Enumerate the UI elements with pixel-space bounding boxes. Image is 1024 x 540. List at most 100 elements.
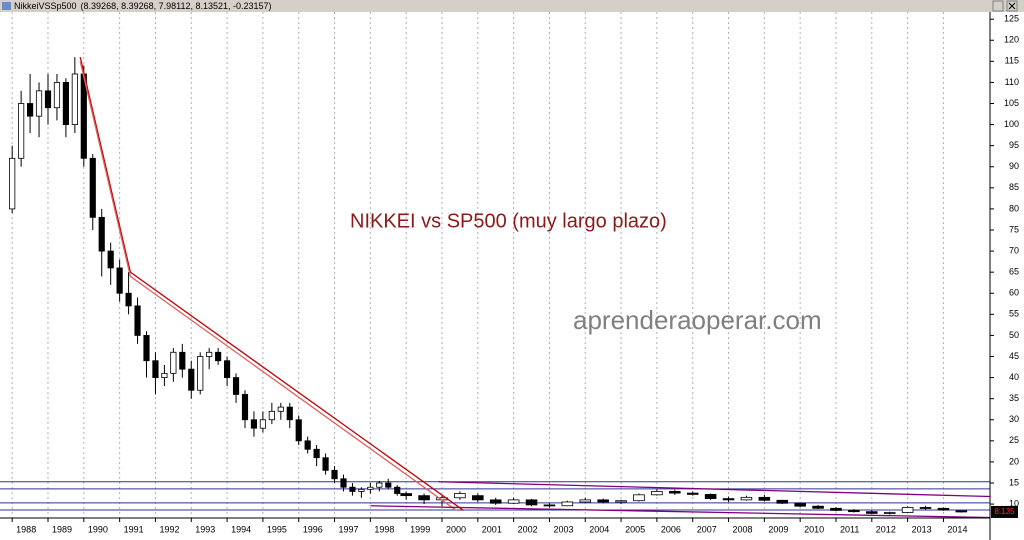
candle-body	[758, 496, 771, 501]
watermark: aprenderaoperar.com	[573, 305, 822, 335]
candle-body	[304, 440, 311, 450]
candle-body	[35, 90, 43, 117]
candle-body	[848, 510, 860, 513]
candle-body	[179, 351, 186, 370]
x-tick-label: 1991	[124, 524, 144, 534]
y-tick-label: 125	[1004, 14, 1019, 24]
candle-body	[367, 486, 374, 490]
candle-body	[107, 250, 114, 269]
candle-body	[651, 491, 663, 496]
trend-line	[370, 505, 990, 518]
candle-body	[349, 486, 356, 492]
readout: (8.39268, 8.39268, 7.98112, 8.13521, -0.…	[81, 1, 272, 11]
x-tick-label: 2011	[840, 524, 859, 534]
candle-body	[116, 267, 123, 294]
candle-body	[143, 335, 150, 362]
candle-body	[259, 419, 266, 429]
y-tick-label: 110	[1005, 77, 1019, 87]
x-tick-label: 2005	[625, 524, 645, 534]
x-tick-label: 2008	[733, 524, 753, 534]
y-tick-label: 80	[1009, 203, 1019, 213]
plot	[0, 12, 990, 518]
candle-body	[268, 410, 275, 421]
x-axis-area	[0, 518, 1024, 540]
candle-body	[385, 482, 392, 488]
candle-body	[543, 504, 556, 507]
candle-body	[686, 492, 699, 495]
candle-body	[615, 500, 627, 503]
candle-body	[340, 478, 347, 488]
title-bar	[0, 0, 1024, 12]
y-tick-label: 30	[1009, 414, 1019, 424]
x-tick-label: 2013	[912, 524, 932, 534]
candle-body	[883, 512, 896, 514]
close-icon	[1008, 2, 1016, 10]
candle-body	[358, 488, 365, 492]
x-tick-label: 1990	[88, 524, 108, 534]
candle-body	[472, 495, 484, 501]
x-tick-label: 2006	[661, 524, 681, 534]
candle-body	[188, 368, 195, 391]
x-tick-label: 2009	[768, 524, 788, 534]
candle-body	[27, 103, 34, 117]
y-tick-label: 55	[1009, 309, 1019, 319]
y-tick-label: 60	[1009, 288, 1019, 298]
candle-body	[561, 501, 574, 507]
y-tick-label: 90	[1009, 161, 1019, 171]
candle-body	[62, 82, 69, 125]
x-tick-label: 2007	[697, 524, 717, 534]
x-tick-label: 1995	[267, 524, 287, 534]
annotation-title: NIKKEI vs SP500 (muy largo plazo)	[350, 210, 667, 232]
y-tick-label: 15	[1009, 477, 1019, 487]
y-tick-label: 65	[1009, 267, 1019, 277]
x-tick-label: 1996	[303, 524, 323, 534]
candle-body	[161, 372, 168, 378]
candle-body	[866, 511, 878, 514]
y-tick-label: 10	[1009, 498, 1019, 508]
candle-body	[9, 157, 16, 210]
y-tick-label: 120	[1004, 35, 1019, 45]
candle-body	[830, 507, 842, 511]
x-tick-label: 2012	[876, 524, 896, 534]
y-tick-label: 85	[1009, 182, 1019, 192]
candle-body	[152, 360, 159, 378]
last-price-label: 8.135	[994, 507, 1015, 516]
y-tick-label: 50	[1009, 330, 1019, 340]
candle-body	[704, 493, 717, 500]
candle-body	[295, 419, 302, 442]
y-tick-label: 45	[1009, 351, 1019, 361]
y-tick-label: 75	[1009, 224, 1019, 234]
candle-body	[418, 495, 430, 501]
candle-body	[937, 507, 950, 511]
candle-body	[250, 419, 258, 429]
y-tick-label: 35	[1009, 393, 1019, 403]
candle-body	[394, 486, 401, 494]
candle-body	[197, 356, 204, 391]
candle-body	[71, 73, 78, 125]
candle-body	[525, 499, 538, 506]
candle-body	[400, 493, 412, 497]
candle-body	[223, 360, 231, 378]
trend-line	[438, 481, 990, 498]
x-tick-label: 2003	[553, 524, 573, 534]
trend-line	[79, 61, 457, 511]
candle-body	[901, 507, 914, 513]
candle-body	[277, 406, 284, 412]
candle-body	[776, 499, 789, 504]
x-tick-label: 1998	[374, 524, 394, 534]
y-tick-label: 100	[1004, 119, 1019, 129]
candle-body	[313, 448, 320, 459]
restore-button[interactable]	[992, 0, 1004, 12]
candle-body	[170, 351, 177, 374]
y-tick-label: 40	[1009, 372, 1019, 382]
candle-body	[134, 305, 141, 336]
x-tick-label: 2000	[446, 524, 466, 534]
candle-body	[633, 494, 645, 502]
candle-body	[232, 377, 240, 395]
y-tick-label: 70	[1009, 245, 1019, 255]
candle-body	[18, 103, 25, 159]
y-tick-label: 105	[1004, 98, 1019, 108]
x-tick-label: 2001	[482, 524, 502, 534]
